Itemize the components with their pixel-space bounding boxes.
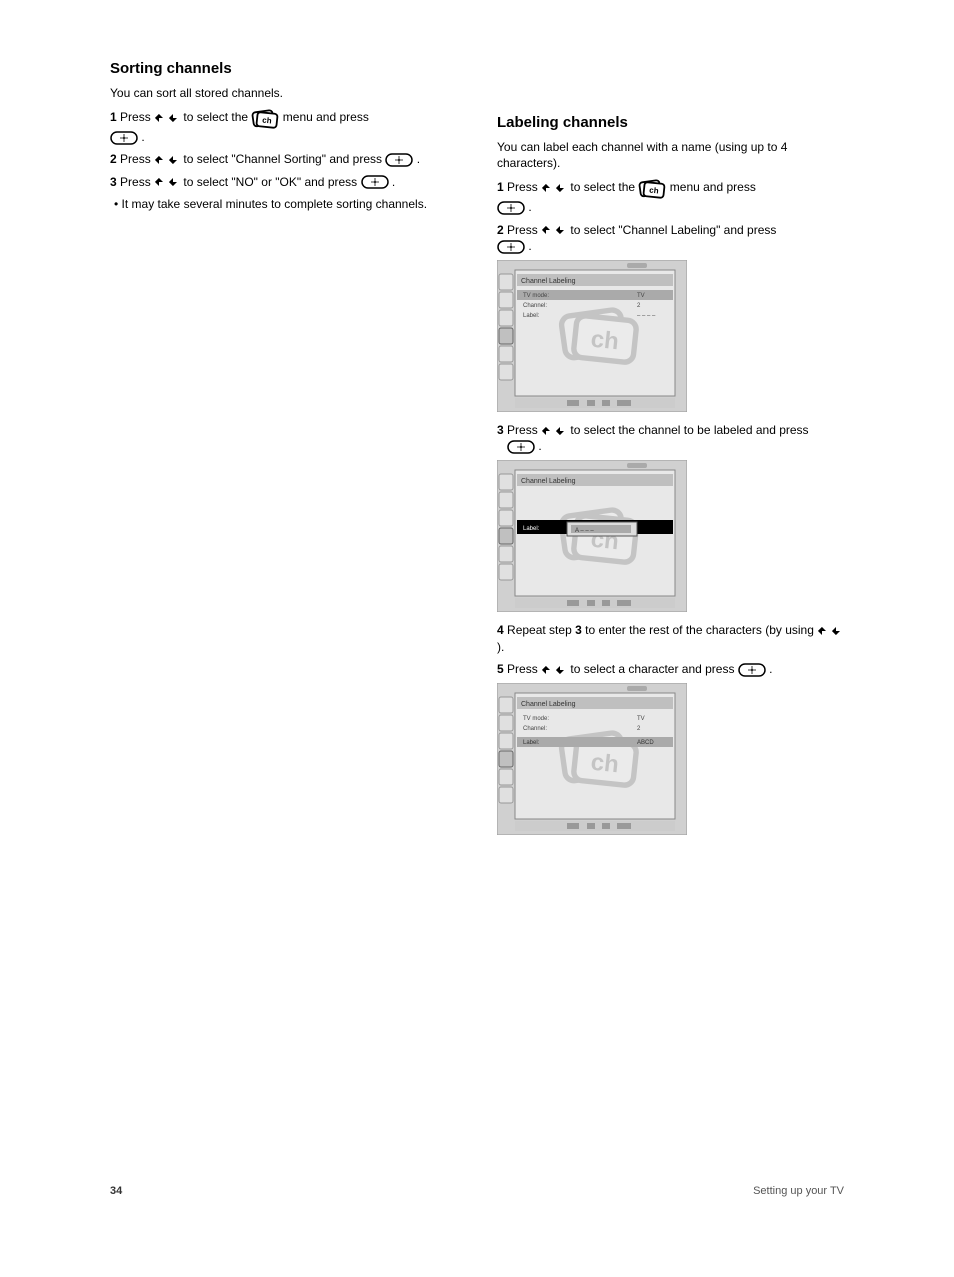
screenshot-1: Channel Labeling TV mode: TV Channel: 2 … (497, 260, 687, 412)
svg-text:Channel Labeling: Channel Labeling (521, 478, 576, 485)
intro-labeling: You can label each channel with a name (… (497, 139, 844, 171)
svg-text:ABCD: ABCD (637, 740, 654, 746)
updown-arrows-icon (154, 154, 180, 166)
svg-text:Channel:: Channel: (523, 726, 547, 732)
svg-text:TV: TV (637, 293, 645, 299)
enter-button-icon (110, 131, 138, 145)
updown-arrows-icon (817, 625, 843, 637)
svg-text:Label:: Label: (523, 526, 540, 532)
r-step-4: 4 Repeat step 3 to enter the rest of the… (497, 622, 844, 654)
page-footer: 34 Setting up your TV (110, 1185, 844, 1197)
r-step-2: 2 Press to select "Channel Labeling" and… (497, 222, 844, 254)
r-step-3: 3 Press to select the channel to be labe… (497, 422, 844, 454)
screenshot-2: Channel Labeling Label: A – – – (497, 460, 687, 612)
svg-text:TV: TV (637, 716, 645, 722)
updown-arrows-icon (154, 112, 180, 124)
svg-text:A – – –: A – – – (575, 528, 594, 534)
updown-arrows-icon (541, 425, 567, 437)
updown-arrows-icon (541, 224, 567, 236)
updown-arrows-icon (541, 664, 567, 676)
svg-text:– – – –: – – – – (637, 313, 656, 319)
updown-arrows-icon (154, 176, 180, 188)
step-1: 1 Press to select the menu and press . (110, 107, 457, 145)
section-title: Setting up your TV (753, 1185, 844, 1197)
r-step-1: 1 Press to select the menu and press . (497, 177, 844, 215)
page-number: 34 (110, 1185, 122, 1197)
r-step-5: 5 Press to select a character and press … (497, 661, 844, 677)
intro-sorting: You can sort all stored channels. (110, 85, 457, 101)
svg-text:Label:: Label: (523, 740, 540, 746)
svg-text:Label:: Label: (523, 313, 540, 319)
enter-button-icon (385, 153, 413, 167)
updown-arrows-icon (541, 182, 567, 194)
svg-text:TV mode:: TV mode: (523, 293, 549, 299)
enter-button-icon (497, 240, 525, 254)
enter-button-icon (497, 201, 525, 215)
enter-button-icon (507, 440, 535, 454)
svg-text:TV mode:: TV mode: (523, 716, 549, 722)
heading-labeling: Labeling channels (497, 114, 844, 131)
enter-button-icon (361, 175, 389, 189)
scr1-title: Channel Labeling (521, 278, 576, 285)
left-column: Sorting channels You can sort all stored… (110, 60, 457, 845)
enter-button-icon (738, 663, 766, 677)
note-bullet: • It may take several minutes to complet… (122, 196, 457, 212)
svg-text:Channel Labeling: Channel Labeling (521, 701, 576, 708)
screenshot-3: Channel Labeling TV mode: TV Channel: 2 … (497, 683, 687, 835)
channel-menu-icon (638, 177, 666, 199)
step-3: 3 Press to select "NO" or "OK" and press… (110, 174, 457, 190)
channel-menu-icon (251, 107, 279, 129)
right-column: Labeling channels You can label each cha… (497, 60, 844, 845)
heading-sorting: Sorting channels (110, 60, 457, 77)
svg-text:Channel:: Channel: (523, 303, 547, 309)
step-2: 2 Press to select "Channel Sorting" and … (110, 151, 457, 167)
